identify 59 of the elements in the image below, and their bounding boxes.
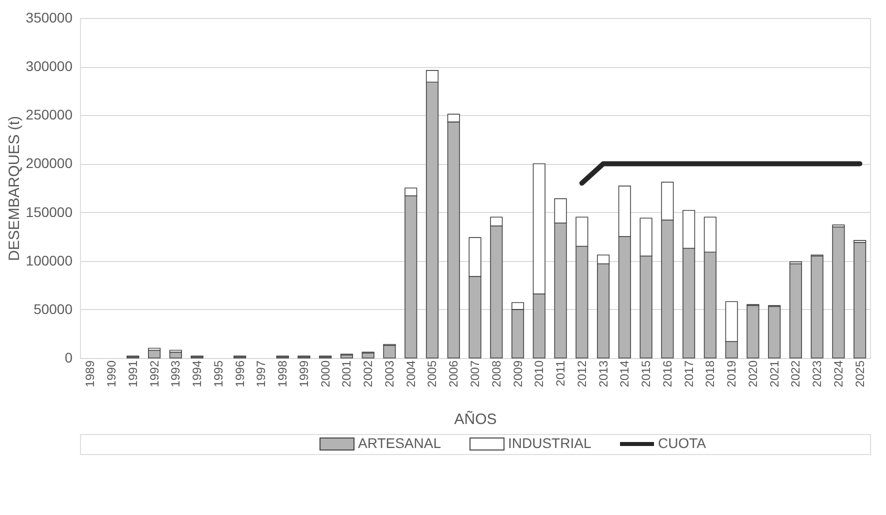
x-tick-label: 2025 [852, 360, 867, 388]
x-tick-label: 2003 [382, 360, 396, 388]
x-tick-label: 2010 [532, 360, 546, 388]
bar [832, 226, 845, 358]
y-axis-title: DESEMBARQUES (t) [6, 116, 23, 262]
y-tick-label: 200000 [26, 155, 73, 172]
x-tick-label: 1999 [296, 360, 311, 388]
x-tick-label: 1990 [104, 360, 119, 388]
x-tick-label: 2004 [404, 360, 418, 388]
legend-label: INDUSTRIAL [508, 435, 592, 451]
x-tick-label: 1992 [147, 360, 162, 388]
bar [148, 350, 161, 358]
x-tick-label: 2020 [746, 360, 760, 388]
bar [789, 263, 802, 358]
x-tick-label: 2023 [810, 360, 824, 388]
y-tick-label: 150000 [26, 204, 73, 220]
x-tick-label: 2008 [489, 360, 504, 388]
x-tick-label: 2005 [425, 360, 440, 388]
y-tick-label: 100000 [26, 252, 73, 268]
bar [746, 305, 760, 358]
x-tick-label: 2000 [318, 360, 332, 388]
x-tick-label: 2006 [446, 360, 461, 388]
y-tick-label: 50000 [34, 300, 73, 317]
x-tick-label: 1996 [232, 360, 247, 388]
x-tick-label: 2001 [340, 360, 354, 388]
x-tick-label: 1993 [168, 360, 183, 388]
x-tick-label: 2017 [682, 360, 696, 388]
bar [383, 344, 396, 358]
x-tick-label: 1991 [126, 360, 140, 388]
x-tick-label: 2013 [596, 360, 610, 388]
x-tick-label: 1994 [190, 360, 204, 388]
x-tick-label: 2011 [554, 360, 568, 386]
x-tick-label: 2022 [788, 360, 803, 388]
x-tick-label: 1989 [83, 360, 98, 388]
x-tick-label: 2012 [574, 360, 589, 388]
y-tick-label: 250000 [26, 106, 73, 123]
x-tick-label: 2019 [724, 360, 739, 388]
x-tick-label: 2024 [831, 360, 846, 388]
y-tick-label: 0 [64, 350, 73, 366]
x-tick-label: 2015 [639, 360, 654, 388]
x-tick-label: 2009 [510, 360, 525, 388]
x-tick-label: 2021 [767, 360, 782, 388]
x-tick-label: 2016 [660, 360, 674, 388]
x-tick-label: 1997 [254, 360, 268, 388]
y-tick-label: 350000 [26, 10, 73, 26]
x-tick-label: 1998 [276, 360, 290, 388]
x-tick-label: 1995 [211, 360, 226, 388]
bar [768, 306, 781, 358]
x-tick-label: 2014 [618, 360, 632, 388]
bar [854, 242, 866, 358]
bar [169, 352, 182, 358]
legend-label: CUOTA [658, 435, 707, 451]
x-axis-title: AÑOS [454, 410, 497, 428]
bar [810, 256, 824, 358]
x-tick-label: 2002 [361, 360, 376, 388]
y-tick-label: 300000 [26, 58, 73, 74]
x-tick-label: 2018 [703, 360, 718, 388]
x-tick-label: 2007 [468, 360, 482, 388]
legend-label: ARTESANAL [358, 435, 442, 451]
